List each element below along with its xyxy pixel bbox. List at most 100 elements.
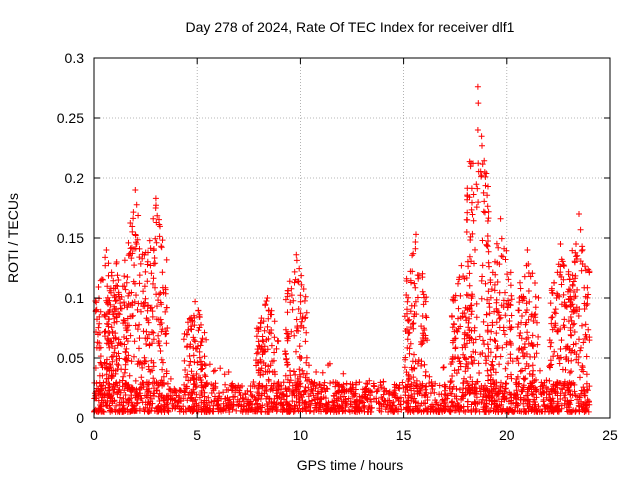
data-point: [336, 387, 343, 394]
data-point: [201, 329, 208, 336]
data-point: [188, 394, 195, 401]
data-point: [580, 401, 587, 408]
data-point: [466, 253, 473, 260]
data-point: [414, 406, 421, 413]
data-point: [433, 401, 439, 408]
data-point: [579, 243, 586, 250]
data-point: [571, 320, 578, 327]
data-point: [391, 402, 398, 409]
data-point: [291, 332, 298, 339]
data-point: [547, 300, 554, 307]
data-point: [295, 328, 302, 334]
data-point: [123, 345, 130, 352]
data-point: [162, 331, 169, 338]
data-point: [484, 218, 491, 224]
data-point: [225, 369, 232, 375]
data-point: [458, 393, 465, 400]
data-point: [498, 235, 505, 242]
data-point: [180, 336, 187, 343]
data-point: [125, 252, 132, 259]
data-point: [226, 409, 233, 415]
data-point: [537, 367, 543, 374]
data-point: [112, 285, 119, 292]
data-point: [105, 301, 111, 308]
data-point: [102, 254, 109, 261]
data-point: [105, 337, 112, 344]
data-point: [160, 359, 166, 366]
data-point: [163, 370, 170, 377]
data-point: [468, 206, 475, 213]
data-point: [146, 331, 152, 338]
data-point: [464, 196, 471, 203]
data-point: [275, 338, 281, 345]
data-point: [144, 258, 151, 265]
data-point: [128, 392, 135, 399]
data-point: [544, 405, 551, 412]
data-point: [567, 314, 574, 320]
data-point: [475, 100, 482, 107]
y-tick-label: 0.05: [57, 350, 84, 366]
data-point: [121, 387, 128, 394]
data-point: [104, 320, 110, 327]
data-point: [196, 348, 203, 355]
data-point: [115, 362, 122, 369]
data-point: [553, 295, 560, 301]
data-point: [297, 373, 304, 380]
data-point: [447, 408, 454, 414]
data-point: [307, 407, 314, 414]
data-point: [154, 303, 160, 310]
data-point: [116, 293, 123, 300]
data-point: [517, 330, 524, 336]
data-point: [482, 360, 489, 367]
data-point: [452, 345, 459, 352]
data-point: [229, 406, 236, 413]
data-point: [261, 327, 268, 334]
data-point: [498, 379, 504, 386]
data-point: [291, 402, 298, 409]
data-point: [254, 389, 261, 396]
data-point: [298, 355, 305, 361]
data-point: [448, 390, 455, 397]
data-point: [109, 398, 116, 405]
data-point: [266, 329, 273, 336]
data-point: [217, 365, 224, 372]
data-point: [395, 384, 402, 391]
data-point: [563, 304, 570, 310]
data-point: [422, 368, 429, 375]
data-point: [503, 380, 510, 387]
data-point: [291, 268, 298, 275]
data-point: [103, 365, 110, 372]
data-point: [140, 328, 147, 335]
data-point: [458, 262, 465, 269]
data-point: [456, 274, 463, 281]
data-point: [449, 355, 456, 362]
data-point: [292, 276, 299, 283]
data-point: [153, 239, 160, 246]
data-point: [265, 335, 272, 342]
data-point: [113, 314, 120, 321]
data-point: [324, 386, 331, 392]
data-point: [484, 327, 491, 334]
data-point: [284, 376, 291, 383]
data-point: [195, 307, 202, 314]
data-point: [351, 392, 358, 399]
data-point: [573, 241, 579, 247]
data-point: [96, 407, 103, 414]
data-point: [96, 345, 103, 352]
data-point: [328, 404, 335, 411]
data-point: [550, 381, 557, 388]
data-point: [402, 384, 409, 391]
data-point: [463, 275, 470, 281]
data-point: [95, 284, 102, 290]
data-point: [142, 268, 149, 275]
data-point: [380, 378, 387, 385]
data-point: [493, 330, 500, 337]
data-point: [184, 397, 191, 404]
data-point: [475, 360, 482, 367]
data-point: [255, 326, 262, 333]
data-point: [557, 241, 564, 247]
data-point: [491, 281, 498, 288]
data-point: [405, 378, 412, 384]
data-point: [410, 374, 417, 381]
data-point: [186, 405, 193, 411]
